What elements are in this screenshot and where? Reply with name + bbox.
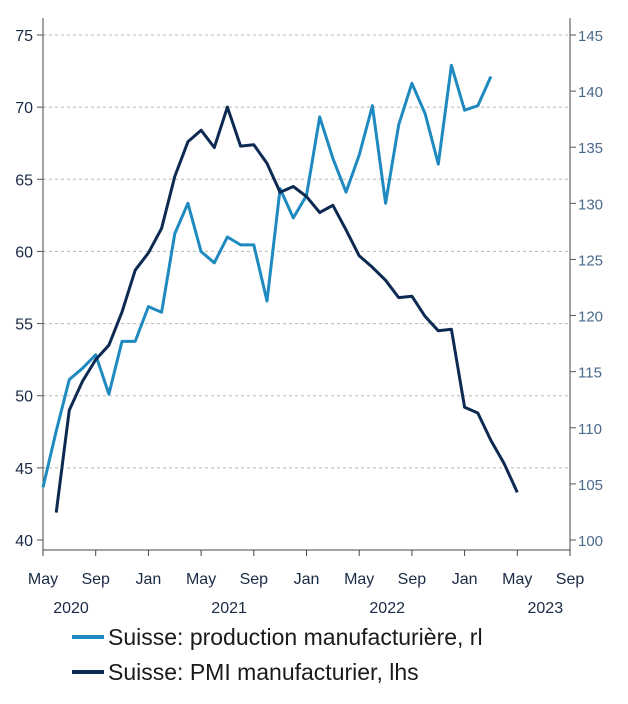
right-tick-label: 140: [578, 84, 603, 101]
x-tick-month-label: Sep: [240, 571, 269, 588]
series-line-pmi: [54, 105, 519, 513]
x-tick-month-label: Sep: [81, 571, 110, 588]
x-tick-month-label: May: [28, 571, 58, 588]
x-tick-month-label: May: [344, 571, 374, 588]
left-tick-label: 75: [15, 28, 33, 45]
x-tick-year-label: 2022: [369, 600, 405, 617]
right-tick-label: 120: [578, 309, 603, 326]
left-tick-label: 70: [15, 100, 33, 117]
x-tick-year-label: 2023: [528, 600, 564, 617]
legend-label-pmi: Suisse: PMI manufacturier, lhs: [108, 659, 419, 685]
left-tick-label: 65: [15, 172, 33, 189]
x-tick-month-label: May: [502, 571, 532, 588]
x-tick-year-label: 2021: [211, 600, 247, 617]
x-tick-year-label: 2020: [53, 600, 89, 617]
series-line-production: [41, 63, 493, 488]
right-tick-label: 100: [578, 533, 603, 550]
x-tick-month-label: Sep: [556, 571, 585, 588]
x-tick-month-label: Jan: [294, 571, 320, 588]
right-tick-label: 145: [578, 28, 603, 45]
x-tick-month-label: Jan: [452, 571, 478, 588]
right-tick-label: 135: [578, 140, 603, 157]
gridlines: [43, 34, 570, 469]
right-tick-label: 125: [578, 252, 603, 269]
left-tick-label: 45: [15, 461, 33, 478]
right-tick-label: 110: [578, 421, 602, 438]
legend: Suisse: production manufacturière, rl Su…: [72, 624, 483, 685]
x-axis-ticks: May 2020 Sep Jan May 2021 Sep Jan May 2022 Sep Jan M…: [28, 550, 584, 617]
right-tick-label: 130: [578, 196, 603, 213]
x-tick-month-label: Sep: [398, 571, 427, 588]
left-tick-label: 60: [15, 244, 33, 261]
left-tick-label: 55: [15, 317, 33, 334]
right-tick-label: 105: [578, 477, 603, 494]
right-tick-label: 115: [578, 365, 602, 382]
series-lines: [41, 63, 519, 513]
right-axis-ticks: 100 105 110 115 120 125 130 135 140 145: [570, 28, 603, 550]
axes: [42, 18, 571, 551]
x-tick-month-label: May: [186, 571, 216, 588]
left-tick-label: 50: [15, 389, 33, 406]
left-axis-ticks: 40 45 50 55 60 65 70 75: [15, 28, 43, 550]
left-tick-label: 40: [15, 533, 33, 550]
x-tick-month-label: Jan: [136, 571, 162, 588]
legend-label-production: Suisse: production manufacturière, rl: [108, 624, 483, 650]
